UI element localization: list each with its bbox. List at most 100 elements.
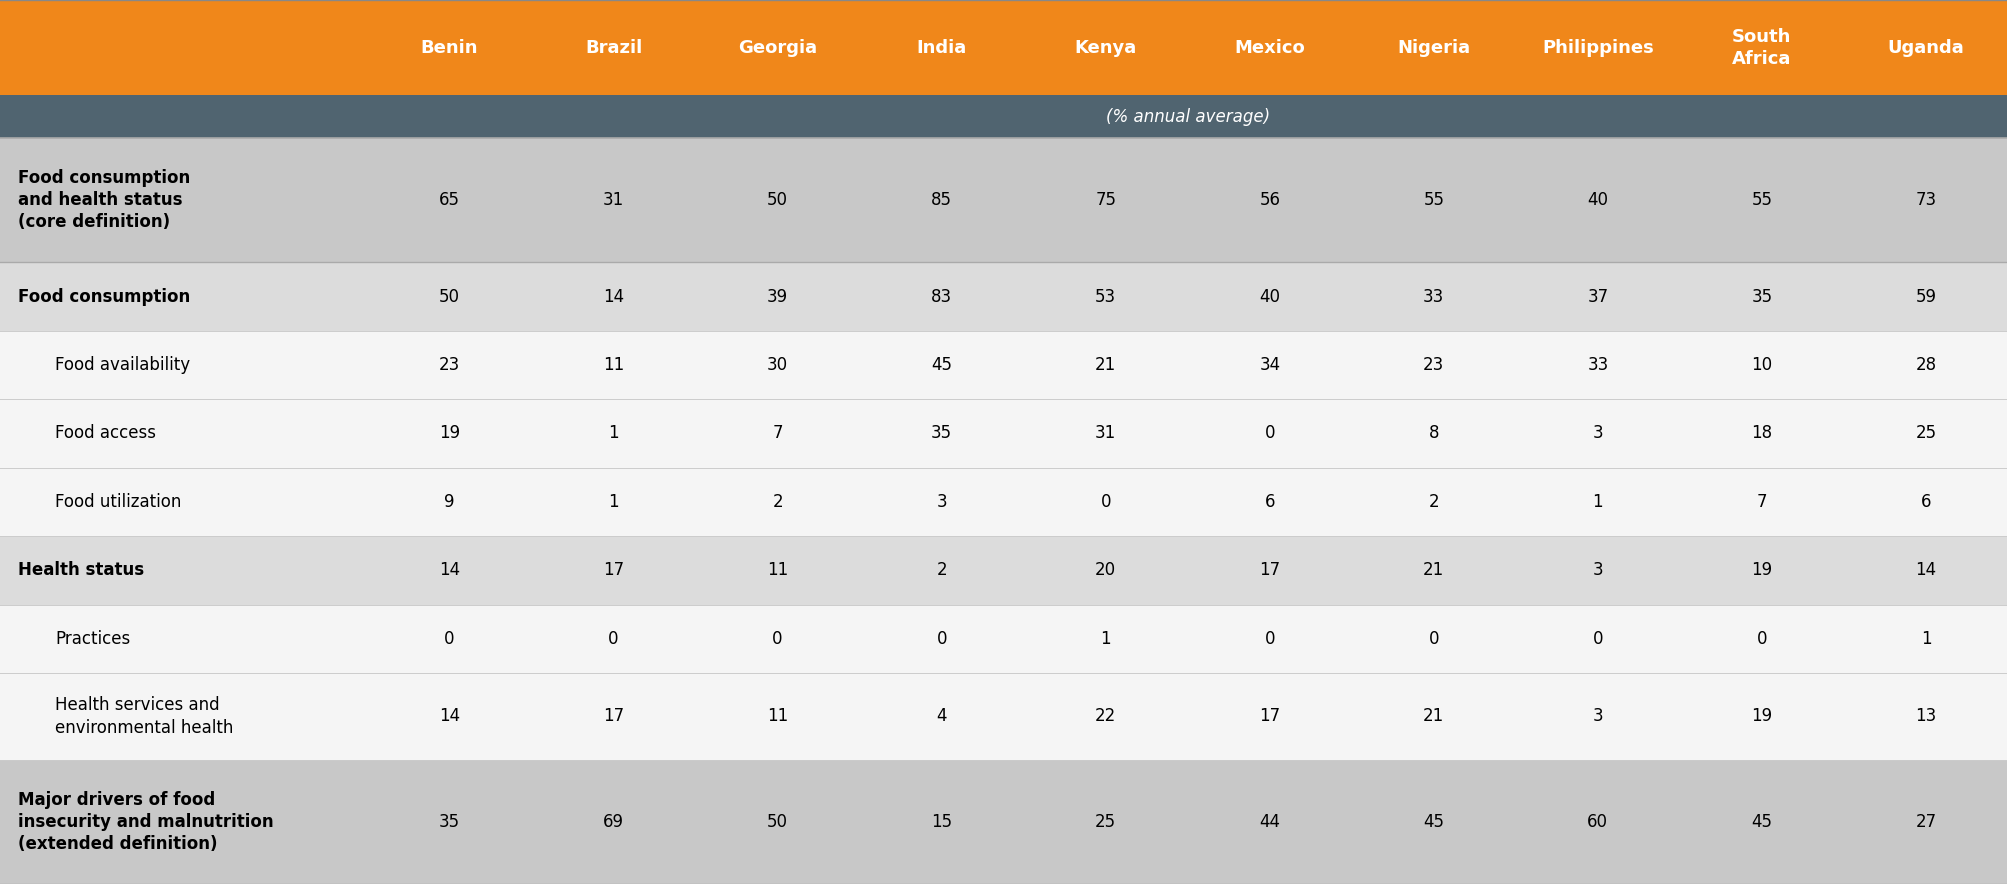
Text: 0: 0	[1100, 493, 1110, 511]
Text: Food consumption: Food consumption	[18, 287, 191, 306]
Text: 33: 33	[1586, 356, 1608, 374]
Text: 0: 0	[1264, 630, 1274, 648]
Text: 31: 31	[602, 191, 624, 210]
Bar	[0, 263, 2007, 331]
Text: 0: 0	[773, 630, 783, 648]
Bar	[0, 0, 2007, 95]
Text: 13: 13	[1915, 707, 1935, 726]
Bar	[0, 537, 2007, 605]
Text: (% annual average): (% annual average)	[1106, 108, 1268, 126]
Text: 23: 23	[1423, 356, 1443, 374]
Text: 0: 0	[1756, 630, 1766, 648]
Text: 60: 60	[1588, 812, 1608, 831]
Text: 34: 34	[1258, 356, 1280, 374]
Text: 27: 27	[1915, 812, 1935, 831]
Text: 35: 35	[931, 424, 951, 443]
Text: 50: 50	[767, 191, 787, 210]
Text: 85: 85	[931, 191, 951, 210]
Text: 25: 25	[1094, 812, 1116, 831]
Text: 31: 31	[1094, 424, 1116, 443]
Text: 11: 11	[767, 561, 789, 580]
Text: 1: 1	[1592, 493, 1602, 511]
Text: 21: 21	[1423, 561, 1443, 580]
Text: 50: 50	[440, 287, 460, 306]
Text: Kenya: Kenya	[1074, 39, 1136, 57]
Text: 11: 11	[602, 356, 624, 374]
Text: Georgia: Georgia	[739, 39, 817, 57]
Text: Philippines: Philippines	[1541, 39, 1654, 57]
Text: 40: 40	[1258, 287, 1280, 306]
Text: 17: 17	[1258, 561, 1280, 580]
Text: 14: 14	[602, 287, 624, 306]
Text: 45: 45	[1423, 812, 1443, 831]
Text: 17: 17	[602, 707, 624, 726]
Text: 59: 59	[1915, 287, 1935, 306]
Text: 45: 45	[1750, 812, 1772, 831]
Text: 7: 7	[773, 424, 783, 443]
Text: 28: 28	[1915, 356, 1935, 374]
Text: 1: 1	[608, 493, 618, 511]
Text: 22: 22	[1094, 707, 1116, 726]
Text: Nigeria: Nigeria	[1397, 39, 1469, 57]
Text: 55: 55	[1750, 191, 1772, 210]
Bar	[0, 331, 2007, 400]
Text: 0: 0	[444, 630, 454, 648]
Text: 1: 1	[608, 424, 618, 443]
Text: Uganda: Uganda	[1887, 39, 1963, 57]
Text: 35: 35	[1750, 287, 1772, 306]
Text: 11: 11	[767, 707, 789, 726]
Text: 17: 17	[602, 561, 624, 580]
Text: 39: 39	[767, 287, 789, 306]
Text: 14: 14	[1915, 561, 1935, 580]
Text: Benin: Benin	[421, 39, 478, 57]
Text: 83: 83	[931, 287, 951, 306]
Bar	[0, 759, 2007, 884]
Bar	[0, 138, 2007, 263]
Text: 3: 3	[1592, 424, 1602, 443]
Text: 19: 19	[1750, 707, 1772, 726]
Text: 8: 8	[1427, 424, 1439, 443]
Text: 2: 2	[935, 561, 947, 580]
Text: Food access: Food access	[54, 424, 157, 443]
Text: 20: 20	[1094, 561, 1116, 580]
Text: Major drivers of food
insecurity and malnutrition
(extended definition): Major drivers of food insecurity and mal…	[18, 790, 273, 853]
Text: 55: 55	[1423, 191, 1443, 210]
Text: 17: 17	[1258, 707, 1280, 726]
Text: 21: 21	[1423, 707, 1443, 726]
Text: 30: 30	[767, 356, 789, 374]
Text: 2: 2	[773, 493, 783, 511]
Text: 23: 23	[440, 356, 460, 374]
Text: Food availability: Food availability	[54, 356, 191, 374]
Text: 21: 21	[1094, 356, 1116, 374]
Text: 45: 45	[931, 356, 951, 374]
Text: 9: 9	[444, 493, 454, 511]
Text: 14: 14	[440, 707, 460, 726]
Text: 40: 40	[1588, 191, 1608, 210]
Text: Food consumption
and health status
(core definition): Food consumption and health status (core…	[18, 169, 191, 232]
Text: 10: 10	[1750, 356, 1772, 374]
Text: 0: 0	[935, 630, 947, 648]
Bar	[0, 400, 2007, 468]
Text: 7: 7	[1756, 493, 1766, 511]
Text: Practices: Practices	[54, 630, 130, 648]
Text: 1: 1	[1921, 630, 1931, 648]
Text: 3: 3	[935, 493, 947, 511]
Text: 14: 14	[440, 561, 460, 580]
Text: 25: 25	[1915, 424, 1935, 443]
Text: 53: 53	[1094, 287, 1116, 306]
Bar	[0, 674, 2007, 759]
Text: 15: 15	[931, 812, 951, 831]
Text: 50: 50	[767, 812, 787, 831]
Text: 56: 56	[1258, 191, 1280, 210]
Text: Health services and
environmental health: Health services and environmental health	[54, 697, 233, 736]
Text: Food utilization: Food utilization	[54, 493, 181, 511]
Text: 3: 3	[1592, 561, 1602, 580]
Text: Mexico: Mexico	[1234, 39, 1305, 57]
Text: 0: 0	[1427, 630, 1439, 648]
Text: 1: 1	[1100, 630, 1110, 648]
Text: 2: 2	[1427, 493, 1439, 511]
Text: Brazil: Brazil	[584, 39, 642, 57]
Text: 0: 0	[608, 630, 618, 648]
Text: 6: 6	[1264, 493, 1274, 511]
Text: 69: 69	[602, 812, 624, 831]
